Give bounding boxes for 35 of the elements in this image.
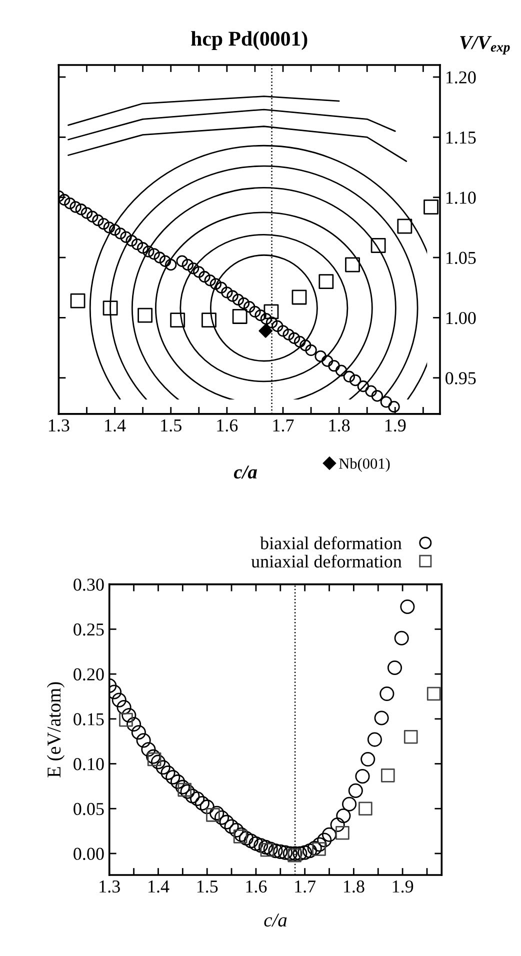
- legend-label: uniaxial deformation: [251, 554, 402, 568]
- x-axis-title: c/a: [264, 914, 287, 927]
- x-tick-label: 1.9: [385, 419, 406, 432]
- y-tick-label: 0.95: [446, 372, 476, 384]
- x-tick-label: 1.4: [105, 419, 126, 432]
- x-tick-label: 1.3: [100, 880, 120, 893]
- y-tick-label: 0.00: [74, 848, 104, 860]
- y-tick-label: 0.05: [74, 802, 104, 816]
- x-tick-label: 1.8: [344, 880, 364, 893]
- x-tick-label: 1.4: [148, 880, 170, 893]
- y-tick-label: 0.25: [74, 623, 104, 636]
- x-tick-label: 1.6: [246, 880, 267, 893]
- x-tick-label: 1.7: [295, 880, 316, 893]
- x-tick-label: 1.7: [273, 419, 294, 432]
- y-tick-label: 1.10: [446, 192, 476, 204]
- x-tick-label: 1.8: [329, 419, 350, 432]
- y-tick-label: 0.15: [74, 713, 104, 726]
- y-tick-label: 0.10: [74, 758, 104, 770]
- y-tick-label: 1.20: [446, 71, 476, 84]
- chart-title: hcp Pd(0001): [191, 31, 308, 50]
- x-axis-title: c/a: [234, 466, 257, 479]
- y-axis-title: E (eV/atom): [46, 682, 65, 778]
- y-tick-label: 0.20: [74, 668, 104, 681]
- legend-label: biaxial deformation: [260, 536, 402, 550]
- x-tick-label: 1.9: [392, 880, 414, 893]
- x-tick-label: 1.5: [197, 880, 218, 893]
- y-axis-title: V/V$_{exp}$: [460, 36, 510, 54]
- legend-label: Nb(001): [339, 458, 390, 472]
- y-tick-label: 1.15: [446, 132, 476, 144]
- y-tick-label: 0.30: [74, 578, 104, 591]
- y-tick-label: 1.00: [446, 312, 476, 324]
- x-tick-label: 1.6: [217, 419, 238, 432]
- x-tick-label: 1.3: [49, 419, 70, 432]
- x-tick-label: 1.5: [161, 419, 182, 432]
- y-tick-label: 1.05: [446, 252, 476, 264]
